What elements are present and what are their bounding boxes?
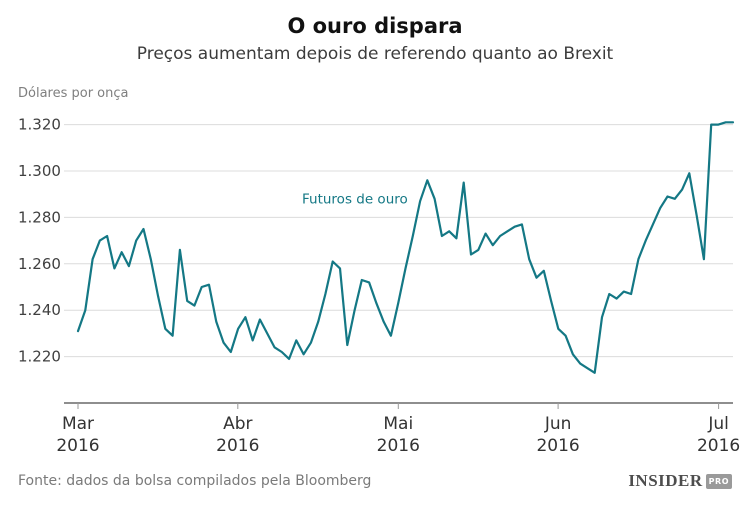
source-attribution: Fonte: dados da bolsa compilados pela Bl… — [18, 473, 372, 489]
insiderpro-logo-badge: PRO — [705, 473, 732, 489]
y-tick-label: 1.320 — [18, 116, 61, 134]
x-tick-year-label: 2016 — [216, 436, 259, 455]
gold-price-line — [76, 121, 735, 374]
y-tick-label: 1.220 — [18, 348, 61, 366]
y-tick-label: 1.280 — [18, 208, 61, 226]
chart-footer: Fonte: dados da bolsa compilados pela Bl… — [0, 471, 750, 491]
x-tick-month-label: Mai — [383, 414, 413, 434]
insiderpro-logo-text: INSIDER — [628, 471, 703, 490]
x-tick-month-label: Jun — [544, 414, 572, 434]
series-label: Futuros de ouro — [302, 192, 408, 208]
chart-title: O ouro dispara — [287, 14, 463, 38]
x-tick-month-label: Abr — [223, 414, 252, 434]
chart-header: O ouro dispara Preços aumentam depois de… — [0, 0, 750, 64]
x-tick-year-label: 2016 — [56, 436, 99, 455]
y-axis-unit-label: Dólares por onça — [18, 86, 129, 101]
y-tick-label: 1.240 — [18, 301, 61, 319]
x-tick-month-label: Jul — [707, 414, 729, 434]
y-tick-label: 1.300 — [18, 162, 61, 180]
chart-subtitle: Preços aumentam depois de referendo quan… — [136, 44, 614, 64]
gold-price-chart: 1.220 1.240 1.260 1.280 1.300 1.320 Mar 2016 Abr… — [18, 116, 740, 455]
x-tick-month-label: Mar — [62, 414, 94, 434]
x-tick-year-label: 2016 — [536, 436, 579, 455]
x-tick-year-label: 2016 — [377, 436, 420, 455]
insiderpro-logo: INSIDER PRO — [628, 471, 732, 491]
y-tick-label: 1.260 — [18, 255, 61, 273]
x-tick-year-label: 2016 — [697, 436, 740, 455]
